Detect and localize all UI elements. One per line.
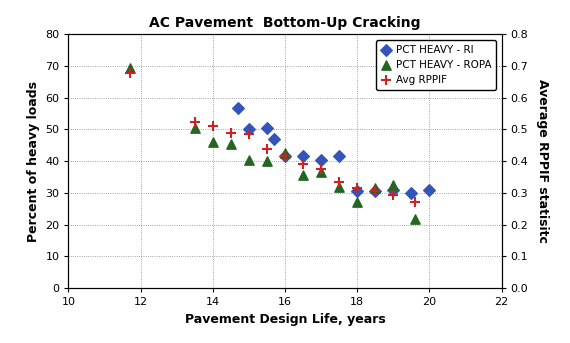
PCT HEAVY - RI bbox=[425, 187, 434, 192]
PCT HEAVY - ROPA bbox=[335, 184, 344, 189]
Avg RPPIF bbox=[335, 179, 344, 185]
PCT HEAVY - RI bbox=[280, 154, 290, 159]
Avg RPPIF bbox=[410, 199, 420, 204]
PCT HEAVY - ROPA bbox=[370, 186, 380, 191]
PCT HEAVY - ROPA bbox=[125, 65, 135, 70]
Avg RPPIF bbox=[316, 166, 325, 172]
Avg RPPIF bbox=[370, 189, 380, 194]
Title: AC Pavement  Bottom-Up Cracking: AC Pavement Bottom-Up Cracking bbox=[149, 16, 421, 31]
Avg RPPIF bbox=[262, 146, 271, 151]
PCT HEAVY - RI bbox=[389, 187, 398, 192]
PCT HEAVY - RI bbox=[407, 190, 416, 196]
Avg RPPIF bbox=[353, 186, 362, 191]
PCT HEAVY - RI bbox=[245, 127, 254, 132]
PCT HEAVY - ROPA bbox=[245, 157, 254, 162]
PCT HEAVY - ROPA bbox=[299, 173, 308, 178]
Avg RPPIF bbox=[208, 123, 217, 129]
PCT HEAVY - RI bbox=[270, 136, 279, 142]
PCT HEAVY - ROPA bbox=[316, 169, 325, 175]
PCT HEAVY - ROPA bbox=[353, 200, 362, 205]
Avg RPPIF bbox=[226, 130, 235, 135]
PCT HEAVY - RI bbox=[299, 154, 308, 159]
Avg RPPIF bbox=[299, 162, 308, 167]
PCT HEAVY - RI bbox=[234, 105, 243, 111]
X-axis label: Pavement Design Life, years: Pavement Design Life, years bbox=[185, 313, 385, 326]
PCT HEAVY - ROPA bbox=[410, 216, 420, 222]
PCT HEAVY - RI bbox=[316, 157, 325, 162]
Avg RPPIF bbox=[190, 119, 200, 124]
PCT HEAVY - ROPA bbox=[262, 158, 271, 164]
PCT HEAVY - ROPA bbox=[280, 151, 290, 156]
Avg RPPIF bbox=[125, 70, 135, 76]
Avg RPPIF bbox=[389, 192, 398, 197]
PCT HEAVY - RI bbox=[335, 154, 344, 159]
PCT HEAVY - ROPA bbox=[208, 139, 217, 145]
Y-axis label: Average RPPIF statisitc: Average RPPIF statisitc bbox=[536, 79, 549, 243]
PCT HEAVY - ROPA bbox=[226, 141, 235, 146]
Avg RPPIF bbox=[245, 131, 254, 137]
PCT HEAVY - RI bbox=[353, 189, 362, 194]
Y-axis label: Percent of heavy loads: Percent of heavy loads bbox=[27, 81, 40, 242]
PCT HEAVY - ROPA bbox=[190, 125, 200, 131]
Avg RPPIF bbox=[280, 154, 290, 159]
PCT HEAVY - RI bbox=[262, 125, 271, 131]
PCT HEAVY - ROPA bbox=[389, 182, 398, 188]
Legend: PCT HEAVY - RI, PCT HEAVY - ROPA, Avg RPPIF: PCT HEAVY - RI, PCT HEAVY - ROPA, Avg RP… bbox=[376, 39, 496, 90]
PCT HEAVY - RI bbox=[370, 189, 380, 194]
